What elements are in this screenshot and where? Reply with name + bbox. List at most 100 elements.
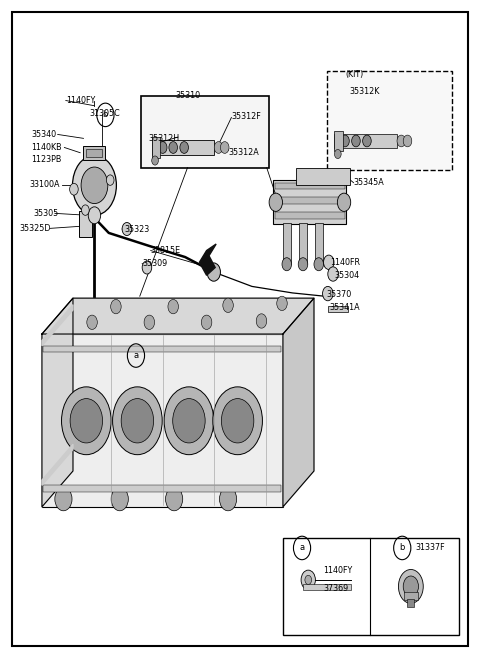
Circle shape <box>87 315 97 329</box>
Circle shape <box>166 487 183 511</box>
Polygon shape <box>199 244 216 275</box>
Circle shape <box>282 257 291 271</box>
Text: 35304: 35304 <box>335 271 360 280</box>
Bar <box>275 183 345 189</box>
Circle shape <box>81 167 108 204</box>
Circle shape <box>341 135 349 147</box>
Circle shape <box>111 487 128 511</box>
Bar <box>404 591 418 600</box>
Circle shape <box>269 193 282 212</box>
Circle shape <box>55 487 72 511</box>
Bar <box>83 145 106 160</box>
Bar <box>274 180 346 225</box>
Bar <box>296 168 350 185</box>
Text: 35312F: 35312F <box>231 112 261 121</box>
Polygon shape <box>42 305 73 346</box>
Polygon shape <box>283 298 314 507</box>
Text: (KIT): (KIT) <box>345 70 363 79</box>
Circle shape <box>398 569 423 603</box>
Text: 35310: 35310 <box>175 91 200 100</box>
Text: 1140KB: 1140KB <box>32 143 62 152</box>
Circle shape <box>142 261 152 274</box>
Text: 1123PB: 1123PB <box>32 155 62 164</box>
Bar <box>275 197 345 204</box>
Circle shape <box>164 387 214 455</box>
Circle shape <box>221 399 254 443</box>
Circle shape <box>352 135 360 147</box>
Text: 35323: 35323 <box>124 225 150 234</box>
Circle shape <box>298 257 308 271</box>
Circle shape <box>220 141 229 153</box>
Circle shape <box>277 296 287 310</box>
Circle shape <box>363 135 371 147</box>
Circle shape <box>397 135 406 147</box>
Bar <box>42 334 283 507</box>
Bar <box>335 134 396 148</box>
Circle shape <box>403 576 419 597</box>
Polygon shape <box>42 298 73 507</box>
Bar <box>152 137 160 158</box>
Text: 35340: 35340 <box>32 130 57 139</box>
Circle shape <box>305 575 312 584</box>
Circle shape <box>256 314 267 328</box>
Text: 35305: 35305 <box>34 209 59 218</box>
Circle shape <box>111 299 121 314</box>
Bar <box>315 223 323 263</box>
Circle shape <box>328 267 338 281</box>
Text: 35341A: 35341A <box>330 303 360 312</box>
Circle shape <box>61 387 111 455</box>
Bar <box>303 584 351 590</box>
Circle shape <box>180 141 189 153</box>
Text: 1140FY: 1140FY <box>66 96 95 105</box>
Bar <box>152 140 214 155</box>
Bar <box>283 223 290 263</box>
Circle shape <box>324 255 334 269</box>
Circle shape <box>403 135 412 147</box>
Circle shape <box>113 387 162 455</box>
Text: a: a <box>133 351 139 360</box>
Bar <box>283 538 458 635</box>
Circle shape <box>213 387 263 455</box>
Bar <box>275 212 345 219</box>
Circle shape <box>314 257 324 271</box>
Text: 31337F: 31337F <box>416 544 445 552</box>
Bar <box>141 96 269 168</box>
Circle shape <box>301 570 315 590</box>
Circle shape <box>219 487 237 511</box>
Circle shape <box>207 263 220 281</box>
Circle shape <box>152 156 158 165</box>
Bar <box>86 149 102 157</box>
Text: a: a <box>300 544 305 552</box>
Circle shape <box>168 299 179 314</box>
Circle shape <box>82 205 89 215</box>
Text: 1140FR: 1140FR <box>330 258 360 267</box>
Circle shape <box>70 183 78 195</box>
Text: 35325D: 35325D <box>20 224 51 233</box>
Text: 31305C: 31305C <box>90 109 120 118</box>
Circle shape <box>88 207 101 224</box>
Circle shape <box>201 315 212 329</box>
Bar <box>43 346 281 352</box>
Circle shape <box>72 155 116 215</box>
Circle shape <box>122 223 132 236</box>
Text: 33815E: 33815E <box>151 246 181 255</box>
Bar <box>299 223 307 263</box>
Circle shape <box>144 315 155 329</box>
Text: b: b <box>399 544 405 552</box>
Bar <box>335 130 343 151</box>
Circle shape <box>173 399 205 443</box>
Text: 33100A: 33100A <box>29 179 60 189</box>
Circle shape <box>121 399 154 443</box>
Text: 35309: 35309 <box>142 259 168 268</box>
Circle shape <box>169 141 178 153</box>
Text: 37369: 37369 <box>324 584 349 593</box>
Polygon shape <box>42 444 73 485</box>
Circle shape <box>214 141 223 153</box>
Text: b: b <box>103 111 108 119</box>
Text: 35345A: 35345A <box>354 178 384 187</box>
Bar <box>327 71 452 170</box>
Circle shape <box>337 193 351 212</box>
Text: 35312H: 35312H <box>148 134 180 143</box>
Circle shape <box>107 175 114 185</box>
Bar <box>79 212 92 238</box>
